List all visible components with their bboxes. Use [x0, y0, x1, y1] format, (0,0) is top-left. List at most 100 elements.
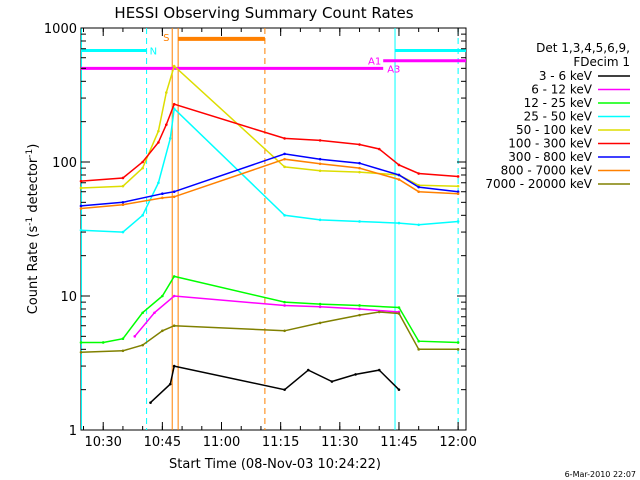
data-point — [172, 294, 176, 298]
series-line — [80, 158, 459, 210]
data-point — [121, 230, 125, 234]
data-point — [168, 137, 172, 140]
data-point — [283, 165, 286, 169]
legend-label: 12 - 25 keV — [524, 96, 593, 110]
data-point — [417, 172, 420, 175]
y-tick-label: 100 — [52, 156, 77, 171]
data-point — [397, 173, 401, 177]
data-point — [121, 176, 125, 180]
data-point — [121, 337, 125, 341]
data-point — [161, 196, 164, 200]
data-point — [153, 311, 156, 315]
data-point — [161, 294, 164, 298]
data-point — [172, 107, 176, 110]
data-point — [168, 382, 172, 386]
series-line — [80, 64, 459, 189]
legend-label: 7000 - 20000 keV — [485, 177, 592, 191]
data-point — [397, 178, 401, 181]
flag-label: S — [163, 33, 169, 44]
data-point — [318, 218, 322, 222]
data-point — [79, 179, 83, 183]
series-line — [80, 107, 459, 233]
data-point — [318, 169, 322, 173]
data-point — [79, 186, 83, 190]
data-point — [165, 91, 168, 94]
data-point — [318, 321, 322, 325]
data-point — [358, 166, 361, 170]
data-point — [161, 192, 164, 196]
y-axis-label-sup2: -1 — [25, 149, 35, 158]
data-point — [79, 341, 83, 344]
y-axis-label-mid: detector — [26, 157, 41, 217]
footer-date: 6-Mar-2010 22:07 — [565, 470, 636, 479]
data-point — [172, 275, 176, 278]
data-point — [283, 329, 286, 333]
data-point — [358, 307, 361, 311]
series-line — [81, 275, 459, 344]
y-tick-label: 1000 — [44, 22, 77, 37]
data-point — [397, 312, 401, 315]
y-axis-label-tail: ) — [26, 144, 41, 149]
flags-layer: N A1 A3 S — [81, 28, 466, 430]
legend-title-line1: Det 1,3,4,5,6,9, — [536, 41, 630, 55]
y-axis-label-sup1: -1 — [25, 217, 35, 226]
data-point — [165, 123, 168, 126]
data-point — [133, 335, 137, 338]
data-point — [397, 306, 401, 309]
legend-label: 800 - 7000 keV — [501, 164, 593, 178]
data-point — [358, 170, 361, 174]
x-tick-label: 12:00 — [439, 435, 476, 450]
y-tick-label: 1 — [69, 424, 77, 439]
legend-label: 25 - 50 keV — [524, 110, 593, 124]
axes-layer: 10:30 10:45 11:00 11:15 11:30 11:45 12:00 1 10 10… — [44, 22, 477, 450]
data-point — [141, 311, 144, 315]
data-point — [121, 349, 125, 353]
data-point — [358, 143, 361, 146]
flag-label: N — [150, 46, 157, 57]
x-tick-label: 11:30 — [321, 435, 358, 450]
data-point — [161, 329, 164, 333]
plot-frame — [80, 27, 467, 431]
data-point — [141, 343, 144, 347]
data-point — [417, 348, 420, 351]
data-point — [397, 388, 401, 391]
data-point — [172, 64, 176, 68]
legend-label: 300 - 800 keV — [508, 150, 592, 164]
data-point — [358, 161, 361, 165]
y-tick-label: 10 — [60, 290, 77, 305]
flag-label: A3 — [387, 65, 400, 76]
data-point — [157, 129, 160, 133]
data-point — [318, 157, 322, 161]
x-tick-label: 10:30 — [84, 435, 121, 450]
data-point — [172, 102, 176, 106]
series-layer — [79, 64, 460, 404]
data-point — [172, 190, 176, 194]
legend-label: 50 - 100 keV — [516, 123, 593, 137]
data-point — [456, 192, 460, 196]
data-point — [318, 305, 322, 309]
x-tick-label: 10:45 — [144, 435, 181, 450]
data-point — [358, 304, 361, 307]
data-point — [172, 195, 176, 199]
data-point — [306, 368, 310, 372]
data-point — [377, 310, 381, 314]
data-point — [157, 141, 160, 144]
series-line — [80, 311, 459, 354]
legend-label: 3 - 6 keV — [539, 69, 593, 83]
data-point — [417, 339, 420, 343]
y-axis-label-main: Count Rate (s — [26, 226, 41, 315]
data-point — [79, 351, 83, 354]
x-tick-label: 11:00 — [203, 435, 240, 450]
x-tick-label: 11:15 — [262, 435, 299, 450]
data-point — [149, 401, 152, 404]
data-point — [283, 300, 286, 304]
flag-label: A1 — [368, 56, 381, 67]
data-point — [330, 380, 334, 383]
data-point — [283, 137, 286, 140]
legend-label: 6 - 12 keV — [531, 83, 593, 97]
data-point — [456, 184, 460, 188]
data-point — [456, 190, 460, 194]
